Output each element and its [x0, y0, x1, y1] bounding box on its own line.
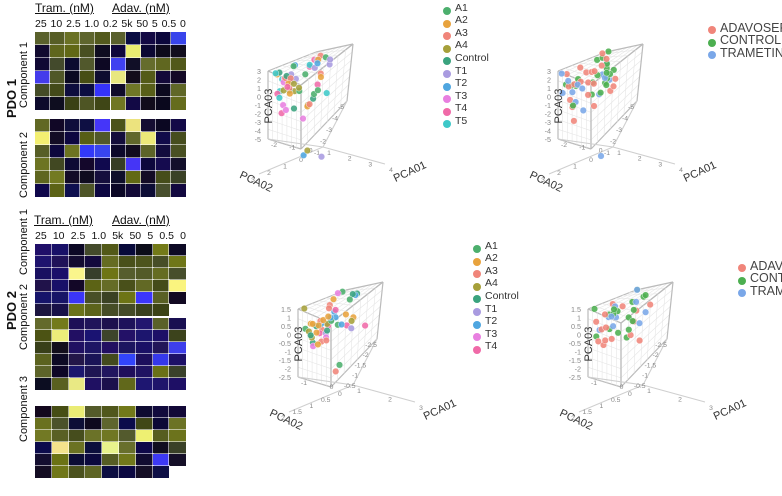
svg-text:0: 0	[589, 157, 593, 164]
svg-text:1: 1	[617, 150, 621, 157]
svg-text:1: 1	[310, 403, 314, 410]
svg-text:2: 2	[267, 170, 271, 177]
svg-text:-1.5: -1.5	[644, 362, 656, 369]
svg-text:-2.5: -2.5	[655, 342, 667, 349]
svg-text:2: 2	[678, 397, 682, 404]
svg-text:-1: -1	[591, 380, 597, 387]
svg-text:-0.5: -0.5	[344, 383, 356, 390]
svg-text:0.5: 0.5	[611, 397, 621, 404]
svg-text:-5: -5	[255, 135, 261, 144]
svg-text:-5: -5	[338, 104, 344, 111]
svg-text:0: 0	[330, 384, 334, 391]
svg-text:1.5: 1.5	[582, 409, 592, 416]
svg-text:-4: -4	[332, 116, 338, 123]
svg-text:2: 2	[388, 397, 392, 404]
svg-text:0: 0	[338, 391, 342, 398]
svg-text:-5: -5	[545, 135, 551, 144]
svg-text:-1: -1	[301, 380, 307, 387]
svg-text:3: 3	[368, 161, 372, 168]
svg-text:0.5: 0.5	[321, 397, 331, 404]
svg-text:-2.5: -2.5	[279, 373, 291, 382]
svg-text:-3: -3	[326, 127, 332, 134]
svg-text:-1: -1	[642, 373, 648, 380]
svg-text:-1: -1	[579, 145, 585, 152]
svg-text:-2: -2	[610, 139, 616, 146]
svg-text:1: 1	[327, 150, 331, 157]
svg-text:-2: -2	[271, 142, 277, 149]
svg-text:1: 1	[573, 164, 577, 171]
svg-text:-1: -1	[604, 150, 610, 157]
svg-text:-3: -3	[616, 127, 622, 134]
svg-text:-2: -2	[653, 352, 659, 359]
svg-text:-2.5: -2.5	[569, 373, 581, 382]
svg-text:1: 1	[357, 388, 361, 395]
svg-text:-1: -1	[352, 373, 358, 380]
svg-text:1: 1	[600, 403, 604, 410]
svg-text:-2: -2	[561, 142, 567, 149]
svg-text:-2.5: -2.5	[365, 342, 377, 349]
svg-text:-2: -2	[363, 352, 369, 359]
svg-text:-4: -4	[622, 116, 628, 123]
svg-text:2: 2	[557, 170, 561, 177]
svg-text:1: 1	[283, 164, 287, 171]
svg-text:0: 0	[620, 384, 624, 391]
svg-text:3: 3	[658, 161, 662, 168]
svg-text:1: 1	[647, 388, 651, 395]
svg-text:-1.5: -1.5	[354, 362, 366, 369]
svg-text:1.5: 1.5	[292, 409, 302, 416]
svg-text:2: 2	[348, 156, 352, 163]
svg-text:0: 0	[628, 391, 632, 398]
svg-text:-2: -2	[320, 139, 326, 146]
svg-text:-0.5: -0.5	[634, 383, 646, 390]
svg-text:-5: -5	[628, 104, 634, 111]
svg-text:2: 2	[638, 156, 642, 163]
svg-text:-1: -1	[289, 145, 295, 152]
